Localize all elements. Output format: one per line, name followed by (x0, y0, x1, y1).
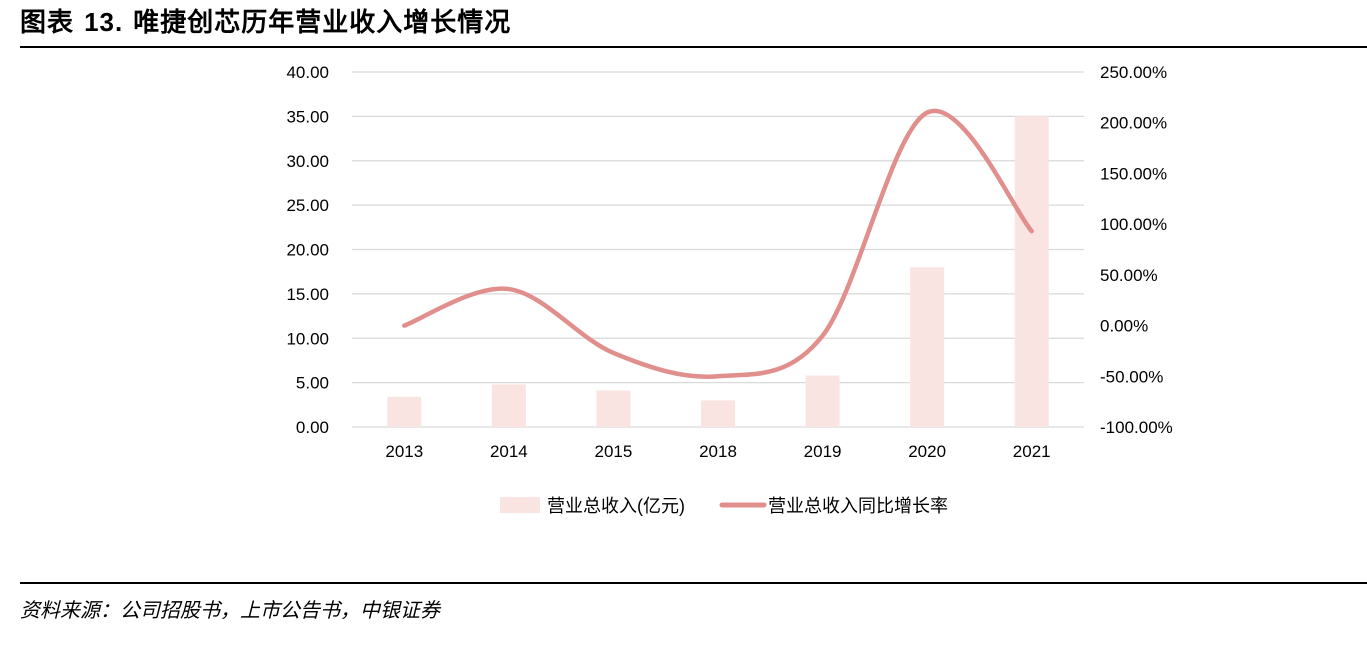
revenue-bar (1014, 116, 1049, 427)
legend-bar-label: 营业总收入(亿元) (547, 496, 685, 516)
revenue-bar (910, 267, 945, 427)
x-tick-label: 2015 (595, 442, 633, 461)
legend: 营业总收入(亿元) 营业总收入同比增长率 (500, 496, 948, 516)
right-tick-label: 150.00% (1100, 164, 1167, 183)
figure-number: 13. (84, 7, 124, 37)
revenue-bar (596, 390, 631, 427)
figure-label: 图表 (20, 8, 75, 38)
right-tick-label: 250.00% (1100, 63, 1167, 82)
revenue-chart: 0.00 5.00 10.00 15.00 20.00 25.00 30.00 35.00 40… (286, 63, 1173, 516)
left-tick-label: 30.00 (286, 152, 329, 171)
top-rule (20, 46, 1367, 48)
line-series (402, 108, 1034, 379)
growth-rate-line (402, 108, 1034, 379)
bottom-rule (20, 582, 1367, 584)
left-axis: 0.00 5.00 10.00 15.00 20.00 25.00 30.00 35.00 40… (286, 63, 329, 437)
right-axis: -100.00% -50.00% 0.00% 50.00% 100.00% 150.00%… (1100, 63, 1173, 437)
gridlines (352, 71, 1084, 428)
revenue-bar (701, 400, 735, 427)
x-tick-label: 2020 (908, 442, 946, 461)
x-tick-label: 2014 (490, 442, 528, 461)
x-tick-label: 2019 (804, 442, 842, 461)
left-tick-label: 10.00 (286, 329, 329, 348)
legend-line-label: 营业总收入同比增长率 (768, 496, 948, 516)
right-tick-label: -100.00% (1100, 418, 1173, 437)
revenue-bar (387, 396, 422, 427)
x-axis: 2013 2014 2015 2018 2019 2020 2021 (385, 442, 1050, 461)
right-tick-label: 0.00% (1100, 317, 1148, 336)
figure-title: 图表 13. 唯捷创芯历年营业收入增长情况 (20, 2, 511, 39)
revenue-bar (805, 375, 840, 427)
x-tick-label: 2021 (1013, 442, 1051, 461)
left-tick-label: 15.00 (286, 285, 329, 304)
left-tick-label: 25.00 (286, 196, 329, 215)
bar-series (387, 116, 1049, 427)
right-tick-label: 200.00% (1100, 114, 1167, 133)
left-tick-label: 20.00 (286, 241, 329, 260)
left-tick-label: 40.00 (286, 63, 329, 82)
right-tick-label: 100.00% (1100, 215, 1167, 234)
revenue-bar (491, 384, 526, 427)
figure-title-text: 唯捷创芯历年营业收入增长情况 (133, 8, 512, 38)
legend-bar-swatch (500, 497, 540, 513)
source-note: 资料来源：公司招股书，上市公告书，中银证券 (20, 598, 440, 622)
left-tick-label: 0.00 (296, 418, 329, 437)
x-tick-label: 2018 (699, 442, 737, 461)
right-tick-label: 50.00% (1100, 266, 1158, 285)
x-tick-label: 2013 (385, 442, 423, 461)
left-tick-label: 35.00 (286, 107, 329, 126)
left-tick-label: 5.00 (296, 374, 329, 393)
right-tick-label: -50.00% (1100, 367, 1163, 386)
